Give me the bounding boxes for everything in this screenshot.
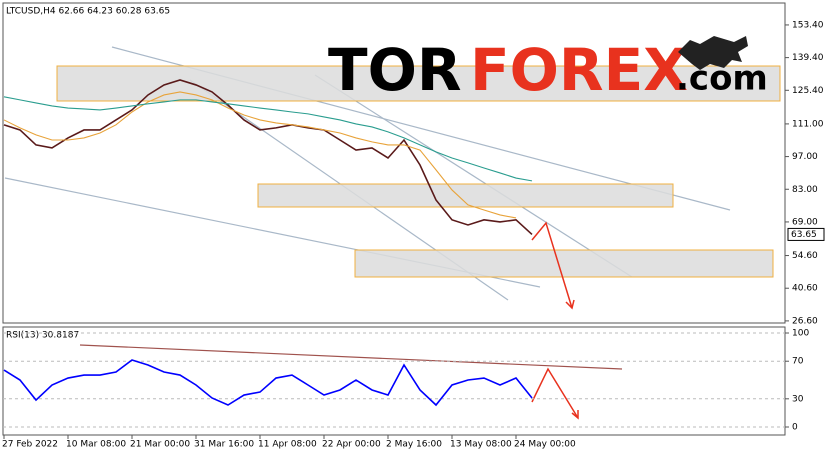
series-line: [3, 91, 517, 219]
rsi-title: RSI(13) 30.8187: [6, 331, 79, 341]
trend-line: [314, 74, 633, 278]
x-tick-label: 11 Apr 08:00: [258, 440, 317, 450]
price-title: LTCUSD,H4 62.66 64.23 60.28 63.65: [6, 7, 170, 17]
support-zone: [354, 249, 774, 278]
x-tick-label: 24 May 00:00: [514, 440, 576, 450]
resistance-zone: [257, 183, 674, 208]
logo: TOR FOREX .com: [328, 36, 768, 104]
y-tick-label: 139.40: [792, 53, 824, 63]
y-tick-label: 125.40: [792, 86, 824, 96]
forecast-arrow: [531, 221, 573, 309]
arrow-head: [571, 410, 579, 420]
logo-part: TOR: [328, 36, 462, 104]
rsi-trend-line: [79, 344, 623, 370]
series-line: [3, 359, 533, 407]
y-tick-label: 30: [792, 394, 804, 404]
rsi-panel: [2, 326, 786, 436]
series-line: [3, 79, 533, 236]
arrow-head: [565, 299, 575, 310]
x-tick-label: 22 Apr 00:00: [322, 440, 381, 450]
last-price-box: [787, 227, 825, 241]
x-tick-label: 21 Mar 00:00: [130, 440, 190, 450]
x-tick-label: 10 Mar 08:00: [66, 440, 126, 450]
y-tick-label: 40.60: [792, 284, 818, 294]
y-tick-label: 97.00: [792, 152, 818, 162]
y-tick-label: 83.00: [792, 185, 818, 195]
x-tick-label: 31 Mar 16:00: [194, 440, 254, 450]
resistance-zone: [56, 65, 781, 102]
y-tick-label: 100: [792, 329, 809, 339]
x-tick-label: 27 Feb 2022: [2, 440, 58, 450]
price-panel: [2, 2, 786, 324]
y-tick-label: 54.60: [792, 251, 818, 261]
y-tick-label: 69.00: [792, 217, 818, 227]
series-line: [3, 96, 533, 182]
forecast-arrow: [531, 367, 579, 419]
x-tick-label: 2 May 16:00: [386, 440, 442, 450]
y-tick-label: 153.40: [792, 20, 824, 30]
y-tick-label: 70: [792, 357, 804, 367]
y-tick-label: 111.00: [792, 119, 824, 129]
forecast-arrows: [531, 221, 579, 420]
logo-icon: [678, 36, 748, 70]
y-tick-label: 26.60: [792, 316, 818, 326]
x-tick-label: 13 May 08:00: [450, 440, 512, 450]
last-price-label: 63.65: [791, 230, 817, 240]
y-tick-label: 0: [792, 423, 798, 433]
logo-part: FOREX: [470, 36, 688, 104]
